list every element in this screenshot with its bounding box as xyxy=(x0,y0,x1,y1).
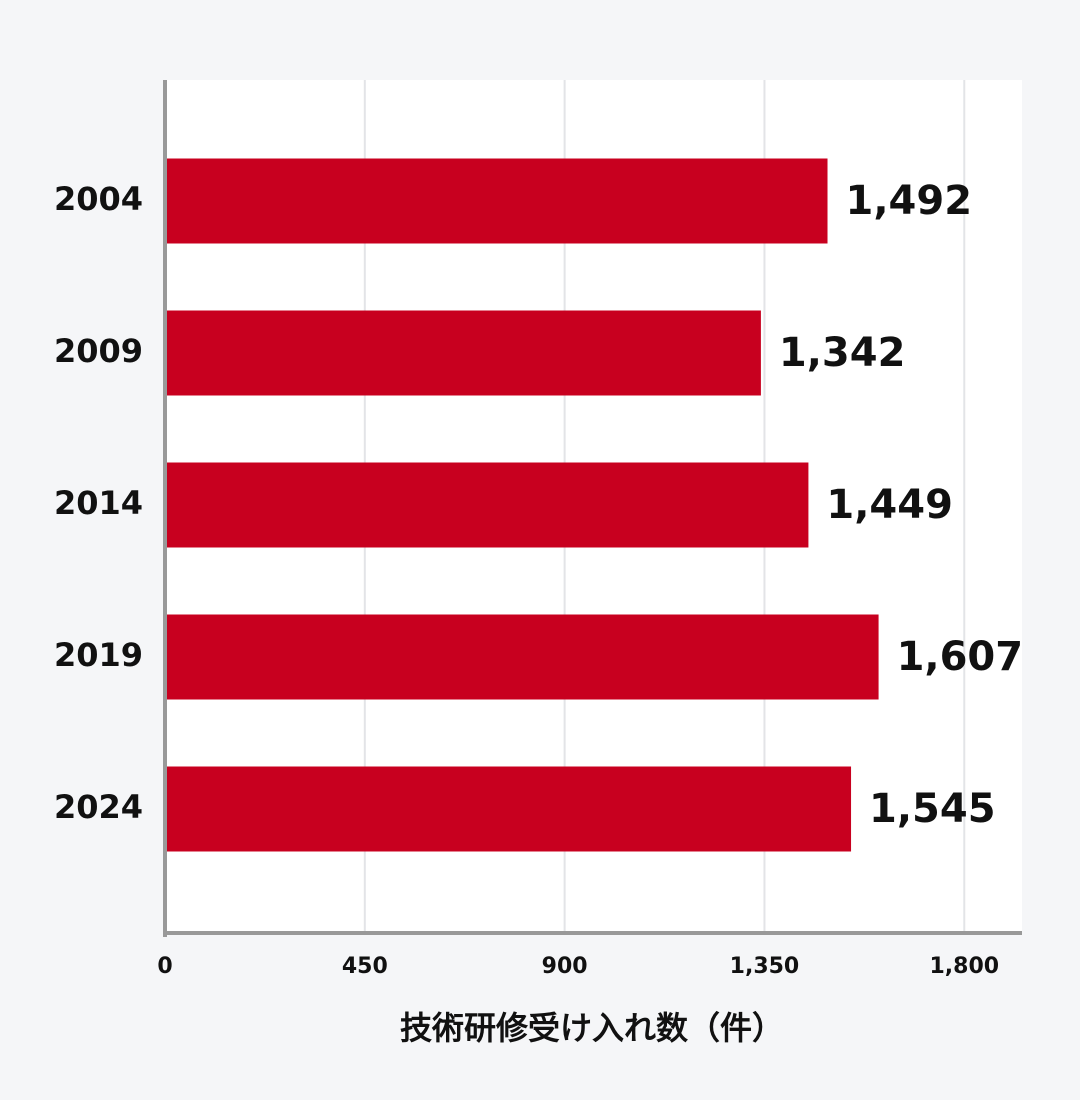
value-label: 1,545 xyxy=(869,786,996,832)
bar xyxy=(167,158,828,244)
bar xyxy=(167,614,879,700)
bar xyxy=(167,462,809,548)
x-tick-label: 450 xyxy=(342,954,388,979)
x-tick-label: 0 xyxy=(157,954,172,979)
x-tick-label: 1,800 xyxy=(929,954,999,979)
x-tick-label: 1,350 xyxy=(730,954,800,979)
x-axis-title: 技術研修受け入れ数（件） xyxy=(400,1009,784,1047)
bar xyxy=(167,310,761,396)
value-label: 1,607 xyxy=(897,634,1024,680)
bar xyxy=(167,766,852,852)
value-label: 1,492 xyxy=(846,178,973,224)
y-tick-label: 2014 xyxy=(54,484,143,522)
y-tick-label: 2009 xyxy=(54,332,143,370)
y-tick-label: 2004 xyxy=(54,180,143,218)
value-label: 1,449 xyxy=(826,482,953,528)
y-tick-label: 2019 xyxy=(54,636,143,674)
y-tick-label: 2024 xyxy=(54,788,143,826)
value-label: 1,342 xyxy=(779,330,906,376)
x-tick-label: 900 xyxy=(542,954,588,979)
